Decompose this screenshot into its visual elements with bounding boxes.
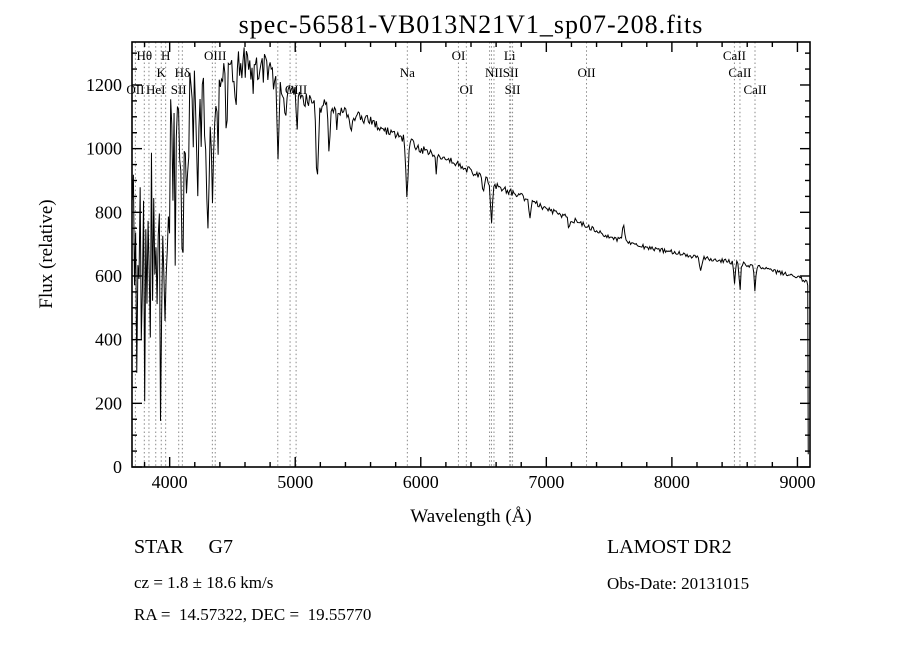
spectral-marker-label: CaII xyxy=(743,82,766,97)
spectral-marker-label: Li xyxy=(504,48,516,63)
y-tick-label: 0 xyxy=(113,457,122,477)
spectral-marker-label: NII xyxy=(485,65,503,80)
survey-text: LAMOST DR2 xyxy=(607,536,732,558)
axes xyxy=(131,41,811,468)
x-tick-label: 7000 xyxy=(528,472,564,492)
x-axis-label: Wavelength (Å) xyxy=(410,506,531,527)
tick-labels: 4000 5000 6000 7000 8000 9000 0 200 400 600 800 100… xyxy=(86,75,815,492)
y-tick-label: 800 xyxy=(95,202,122,222)
spectral-marker-label: OII xyxy=(577,65,595,80)
spectral-marker-label: HeI xyxy=(146,82,166,97)
spectral-line-markers xyxy=(134,42,756,467)
classification-text: STAR G7 xyxy=(134,536,233,558)
y-tick-label: 200 xyxy=(95,393,122,413)
spectral-marker-label: H xyxy=(161,48,170,63)
y-tick-label: 400 xyxy=(95,330,122,350)
spectrum-trace xyxy=(131,47,809,455)
spectral-marker-label: OI xyxy=(452,48,466,63)
y-tick-label: 1000 xyxy=(86,139,122,159)
y-tick-label: 600 xyxy=(95,266,122,286)
x-tick-label: 9000 xyxy=(779,472,815,492)
x-tick-label: 6000 xyxy=(403,472,439,492)
spectrum-curve xyxy=(131,47,809,455)
x-tick-label: 5000 xyxy=(277,472,313,492)
spectral-marker-label: SII xyxy=(503,65,519,80)
chart-title: spec-56581-VB013N21V1_sp07-208.fits xyxy=(239,10,704,39)
obs-date-text: Obs-Date: 20131015 xyxy=(607,574,750,593)
spectral-marker-label: K xyxy=(157,65,167,80)
spectral-marker-label: OII xyxy=(126,82,144,97)
spectral-marker-label: CaII xyxy=(728,65,751,80)
coordinates-text: RA = 14.57322, DEC = 19.55770 xyxy=(134,605,372,624)
spectral-marker-label: CaII xyxy=(723,48,746,63)
plot-frame xyxy=(131,41,811,468)
y-tick-label: 1200 xyxy=(86,75,122,95)
y-axis-label: Flux (relative) xyxy=(36,199,57,308)
spectral-marker-label: Na xyxy=(400,65,415,80)
x-tick-label: 4000 xyxy=(152,472,188,492)
x-tick-label: 8000 xyxy=(654,472,690,492)
spectral-marker-label: SII xyxy=(505,82,521,97)
spectral-line-labels: OIIHθHeIKHSIIHδOIIIOIIINaOIOINIILiSIISII… xyxy=(126,48,766,97)
spectral-marker-label: Hθ xyxy=(136,48,152,63)
spectral-marker-label: OIII xyxy=(204,48,226,63)
spectral-marker-label: SII xyxy=(171,82,187,97)
spectral-marker-label: OI xyxy=(459,82,473,97)
redshift-text: cz = 1.8 ± 18.6 km/s xyxy=(134,573,274,592)
spectral-marker-label: Hδ xyxy=(175,65,191,80)
